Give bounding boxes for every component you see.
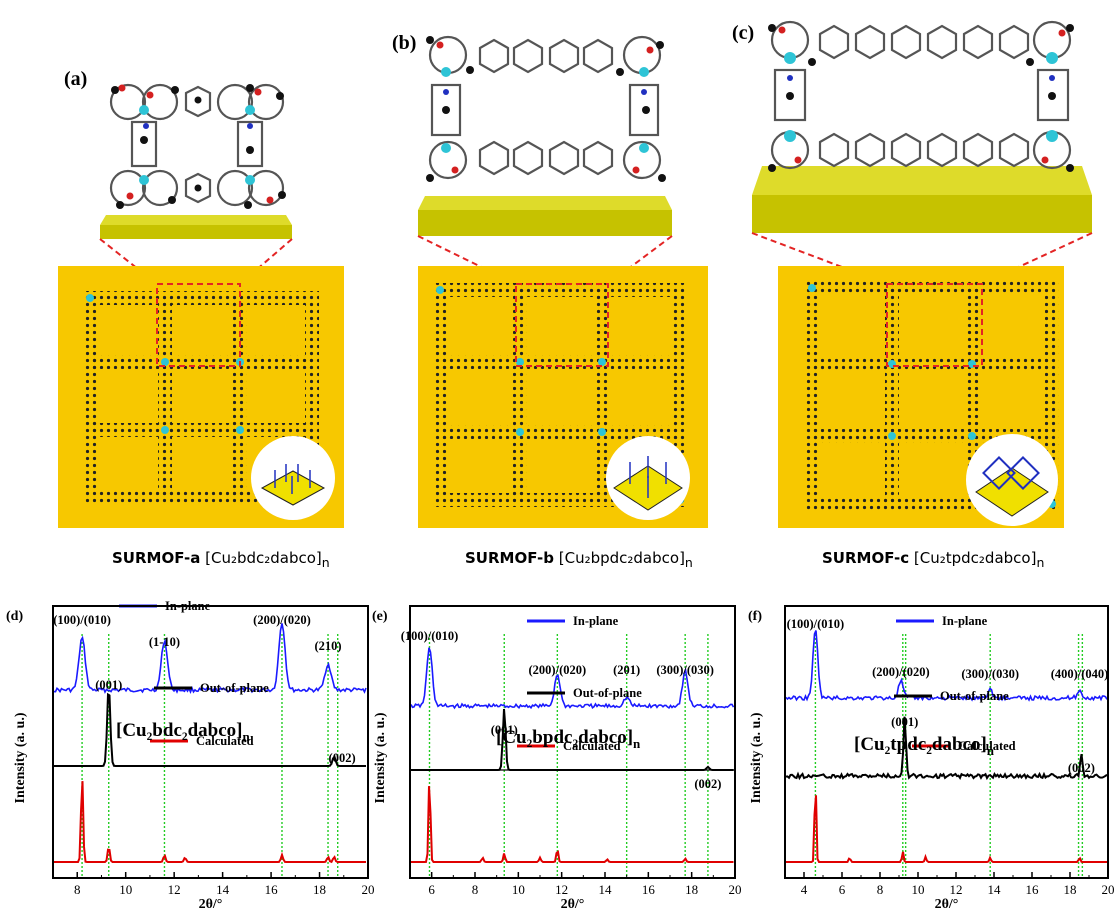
peak-label: (001) <box>95 678 122 692</box>
lattice-view-a <box>58 266 344 528</box>
lattice-view-c <box>778 266 1064 528</box>
lattice-view-b <box>418 266 708 528</box>
x-tick-label: 6 <box>428 882 435 897</box>
panel-letter-b: (b) <box>392 32 417 54</box>
x-tick-label: 20 <box>1102 882 1115 897</box>
x-tick-label: 20 <box>362 882 375 897</box>
caption-surmof-a: SURMOF-a [Cu₂bdc₂dabco]n <box>112 549 330 570</box>
x-tick-label: 16 <box>265 882 279 897</box>
x-tick-label: 12 <box>950 882 963 897</box>
x-tick-label: 14 <box>599 882 613 897</box>
legend-label-out: Out-of-plane <box>573 686 642 700</box>
x-tick-label: 12 <box>555 882 568 897</box>
structure-illustrations <box>58 20 1093 528</box>
xrd-chart-d: In-planeOut-of-planeCalculated(100)/(010… <box>6 599 375 912</box>
panel-letter-a: (a) <box>64 68 88 90</box>
plot-frame <box>52 605 369 879</box>
legend-label-calc: Calculated <box>563 739 621 753</box>
molecule-model-c <box>752 20 1092 233</box>
series-line-in <box>785 630 1108 702</box>
legend-label-out: Out-of-plane <box>940 689 1009 703</box>
formula-subscript: n <box>987 743 995 758</box>
panel-letter: (d) <box>6 609 23 624</box>
y-axis-title: Intensity (a. u.) <box>749 712 764 803</box>
peak-label: (200)/(020) <box>872 665 930 679</box>
x-tick-label: 10 <box>119 882 132 897</box>
caption-surmof-c: SURMOF-c [Cu₂tpdc₂dabco]n <box>822 549 1045 570</box>
xrd-chart-f: In-plane Out-of-plane Calculated (100)/(010… <box>748 605 1115 912</box>
peak-label: (001) <box>891 715 918 729</box>
peak-label: (200)/(020) <box>529 663 587 677</box>
formula-subscript: n <box>633 736 641 751</box>
caption-surmof-b: SURMOF-b [Cu₂bpdc₂dabco]n <box>465 549 693 570</box>
formula-label: [Cu₂tpdc₂dabco]n <box>854 734 995 758</box>
x-tick-label: 10 <box>912 882 925 897</box>
series-line-out <box>54 692 366 767</box>
peak-label: (200)/(020) <box>253 613 311 627</box>
peak-label: (002) <box>1068 761 1095 775</box>
x-axis-title: 2θ/° <box>561 897 585 912</box>
formula-label: [Cu₂bdc₂dabco]n <box>116 720 250 744</box>
x-tick-label: 14 <box>216 882 230 897</box>
x-tick-label: 8 <box>74 882 81 897</box>
x-tick-label: 8 <box>472 882 479 897</box>
peak-label: (002) <box>694 777 721 791</box>
x-tick-label: 16 <box>1026 882 1040 897</box>
peak-label: (300)/(030) <box>656 663 714 677</box>
peak-label: (300)/(030) <box>961 667 1019 681</box>
x-tick-label: 8 <box>877 882 884 897</box>
xrd-charts: In-plane Out-of-plane Calculated (100)/(010… <box>6 599 1115 912</box>
panel-letter: (f) <box>748 609 762 624</box>
x-tick-label: 4 <box>801 882 808 897</box>
peak-label: (002) <box>329 751 356 765</box>
peak-label: (400)/(040) <box>1051 667 1109 681</box>
molecule-model-b <box>418 35 672 236</box>
plot-frame <box>409 605 736 879</box>
legend-label-calc: Calculated <box>958 739 1016 753</box>
series-line-calc <box>786 795 1107 863</box>
panel-letter: (e) <box>372 609 388 624</box>
x-tick-label: 18 <box>1064 882 1077 897</box>
x-tick-label: 18 <box>685 882 698 897</box>
molecule-model-a <box>100 83 292 239</box>
x-axis-title: 2θ/° <box>199 897 223 912</box>
peak-label: (201) <box>613 663 640 677</box>
x-tick-label: 12 <box>168 882 181 897</box>
series-line-in <box>53 623 367 694</box>
legend-label-calc: Calculated <box>196 734 254 748</box>
x-tick-label: 6 <box>839 882 846 897</box>
series-line-calc <box>54 781 366 864</box>
x-tick-label: 16 <box>642 882 656 897</box>
legend-label-out: Out-of-plane <box>200 681 269 695</box>
peak-label: (1-10) <box>149 635 180 649</box>
series-line-out <box>785 716 1108 781</box>
legend-label-in: In-plane <box>573 614 619 628</box>
y-axis-title: Intensity (a. u.) <box>13 712 28 803</box>
peak-label: (100)/(010) <box>787 617 845 631</box>
peak-label: (001) <box>491 723 518 737</box>
formula-label: [Cu₂bpdc₂dabco]n <box>496 727 641 751</box>
x-tick-label: 20 <box>729 882 742 897</box>
x-tick-label: 18 <box>313 882 326 897</box>
x-axis-title: 2θ/° <box>935 897 959 912</box>
series-line-calc <box>411 786 734 863</box>
x-tick-label: 10 <box>512 882 525 897</box>
x-tick-label: 14 <box>988 882 1002 897</box>
peak-label: (100)/(010) <box>401 629 459 643</box>
peak-label: (100)/(010) <box>53 613 111 627</box>
y-axis-title: Intensity (a. u.) <box>373 712 388 803</box>
formula-subscript: n <box>242 729 250 744</box>
plot-frame <box>784 605 1109 879</box>
xrd-chart-e: In-plane Out-of-plane Calculated (100)/(010… <box>372 605 742 912</box>
legend-label-in: In-plane <box>942 614 988 628</box>
peak-label: (210) <box>314 639 341 653</box>
panel-letter-c: (c) <box>732 22 755 44</box>
series-line-in <box>410 647 735 710</box>
